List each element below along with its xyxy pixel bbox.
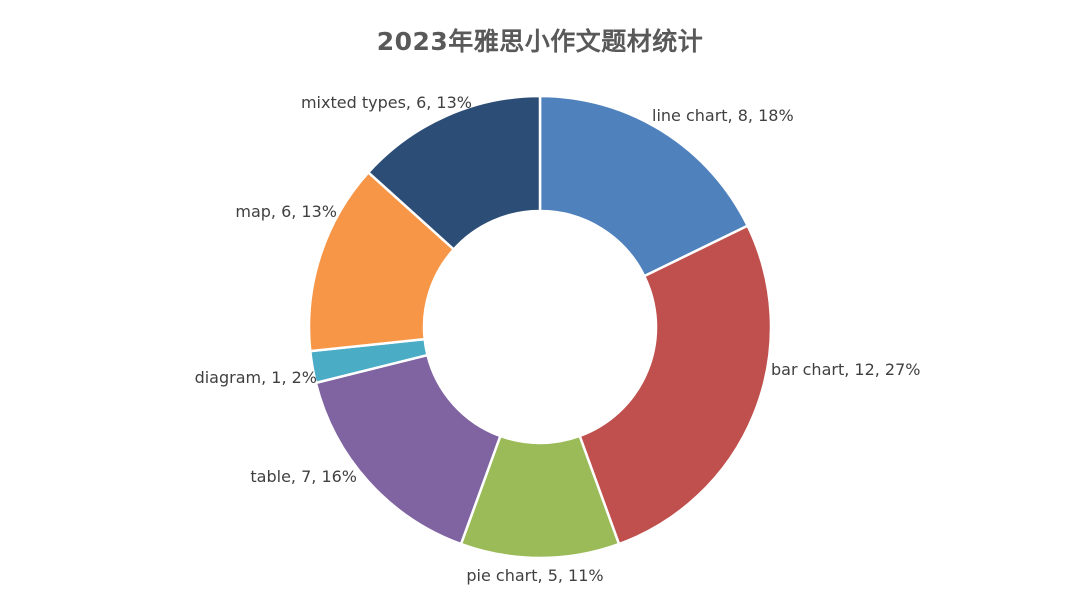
- data-label-bar-chart: bar chart, 12, 27%: [771, 360, 920, 379]
- data-label-line-chart: line chart, 8, 18%: [652, 106, 794, 125]
- data-label-diagram: diagram, 1, 2%: [195, 368, 317, 387]
- slice-line-chart: [538, 94, 750, 278]
- chart-title: 2023年雅思小作文题材统计: [376, 27, 704, 56]
- data-label-table: table, 7, 16%: [250, 467, 357, 486]
- data-label-map: map, 6, 13%: [235, 202, 337, 221]
- slice-mixted-types: [366, 94, 542, 252]
- slices-group: [307, 94, 773, 560]
- slice-table: [314, 353, 502, 546]
- data-label-pie-chart: pie chart, 5, 11%: [466, 566, 603, 585]
- slice-bar-chart: [578, 224, 773, 546]
- labels-group: line chart, 8, 18% bar chart, 12, 27% pie …: [195, 93, 921, 585]
- data-label-mixted-types: mixted types, 6, 13%: [301, 93, 472, 112]
